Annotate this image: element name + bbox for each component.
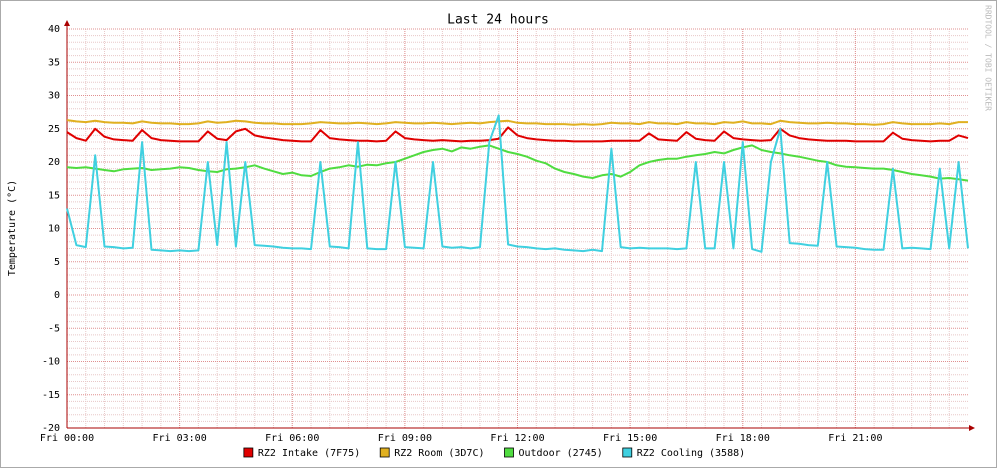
legend-swatch — [243, 447, 254, 458]
legend-swatch — [622, 447, 633, 458]
legend-item: Outdoor (2745) — [504, 447, 603, 459]
legend-item: RZ2 Intake (7F75) — [243, 447, 360, 459]
x-tick-label: Fri 15:00 — [603, 433, 657, 444]
y-axis-label: Temperature (°C) — [7, 180, 18, 276]
y-tick-label: 40 — [48, 24, 60, 35]
watermark: RRDTOOL / TOBI OETIKER — [984, 5, 993, 111]
y-axis-arrow — [64, 20, 70, 26]
y-tick-label: -10 — [42, 357, 60, 368]
y-tick-label: 25 — [48, 124, 60, 135]
series-line — [66, 144, 969, 182]
plot-area — [66, 114, 969, 253]
y-tick-label: -5 — [48, 323, 60, 334]
y-tick-label: -20 — [42, 423, 60, 434]
x-tick-label: Fri 03:00 — [153, 433, 207, 444]
y-tick-label: 10 — [48, 224, 60, 235]
y-tick-label: 30 — [48, 91, 60, 102]
x-tick-label: Fri 06:00 — [265, 433, 319, 444]
y-tick-label: -15 — [42, 390, 60, 401]
legend-item: RZ2 Room (3D7C) — [379, 447, 485, 459]
y-tick-label: 0 — [54, 290, 60, 301]
x-tick-label: Fri 12:00 — [490, 433, 544, 444]
x-tick-label: Fri 09:00 — [378, 433, 432, 444]
legend-label: Outdoor (2745) — [519, 448, 603, 459]
legend-label: RZ2 Cooling (3588) — [637, 448, 745, 459]
grid: -20 -15 -10 -5 0 5 10 15 20 25 30 35 40 Fri 00:00 Fri … — [40, 24, 970, 444]
x-tick-label: Fri 18:00 — [716, 433, 770, 444]
x-axis-arrow — [969, 425, 975, 431]
legend-swatch — [379, 447, 390, 458]
y-tick-label: 15 — [48, 190, 60, 201]
legend-label: RZ2 Room (3D7C) — [394, 448, 484, 459]
legend-label: RZ2 Intake (7F75) — [258, 448, 360, 459]
y-tick-label: 20 — [48, 157, 60, 168]
x-tick-label: Fri 00:00 — [40, 433, 94, 444]
series-line — [66, 119, 968, 126]
legend: RZ2 Intake (7F75) RZ2 Room (3D7C) Outdoor … — [243, 447, 745, 459]
y-tick-label: 35 — [48, 57, 60, 68]
series-line — [66, 114, 969, 253]
chart-title: Last 24 hours — [447, 13, 549, 28]
legend-item: RZ2 Cooling (3588) — [622, 447, 745, 459]
legend-swatch — [504, 447, 514, 458]
series-line — [66, 126, 969, 143]
x-tick-label: Fri 21:00 — [828, 433, 882, 444]
y-tick-label: 5 — [54, 257, 60, 268]
